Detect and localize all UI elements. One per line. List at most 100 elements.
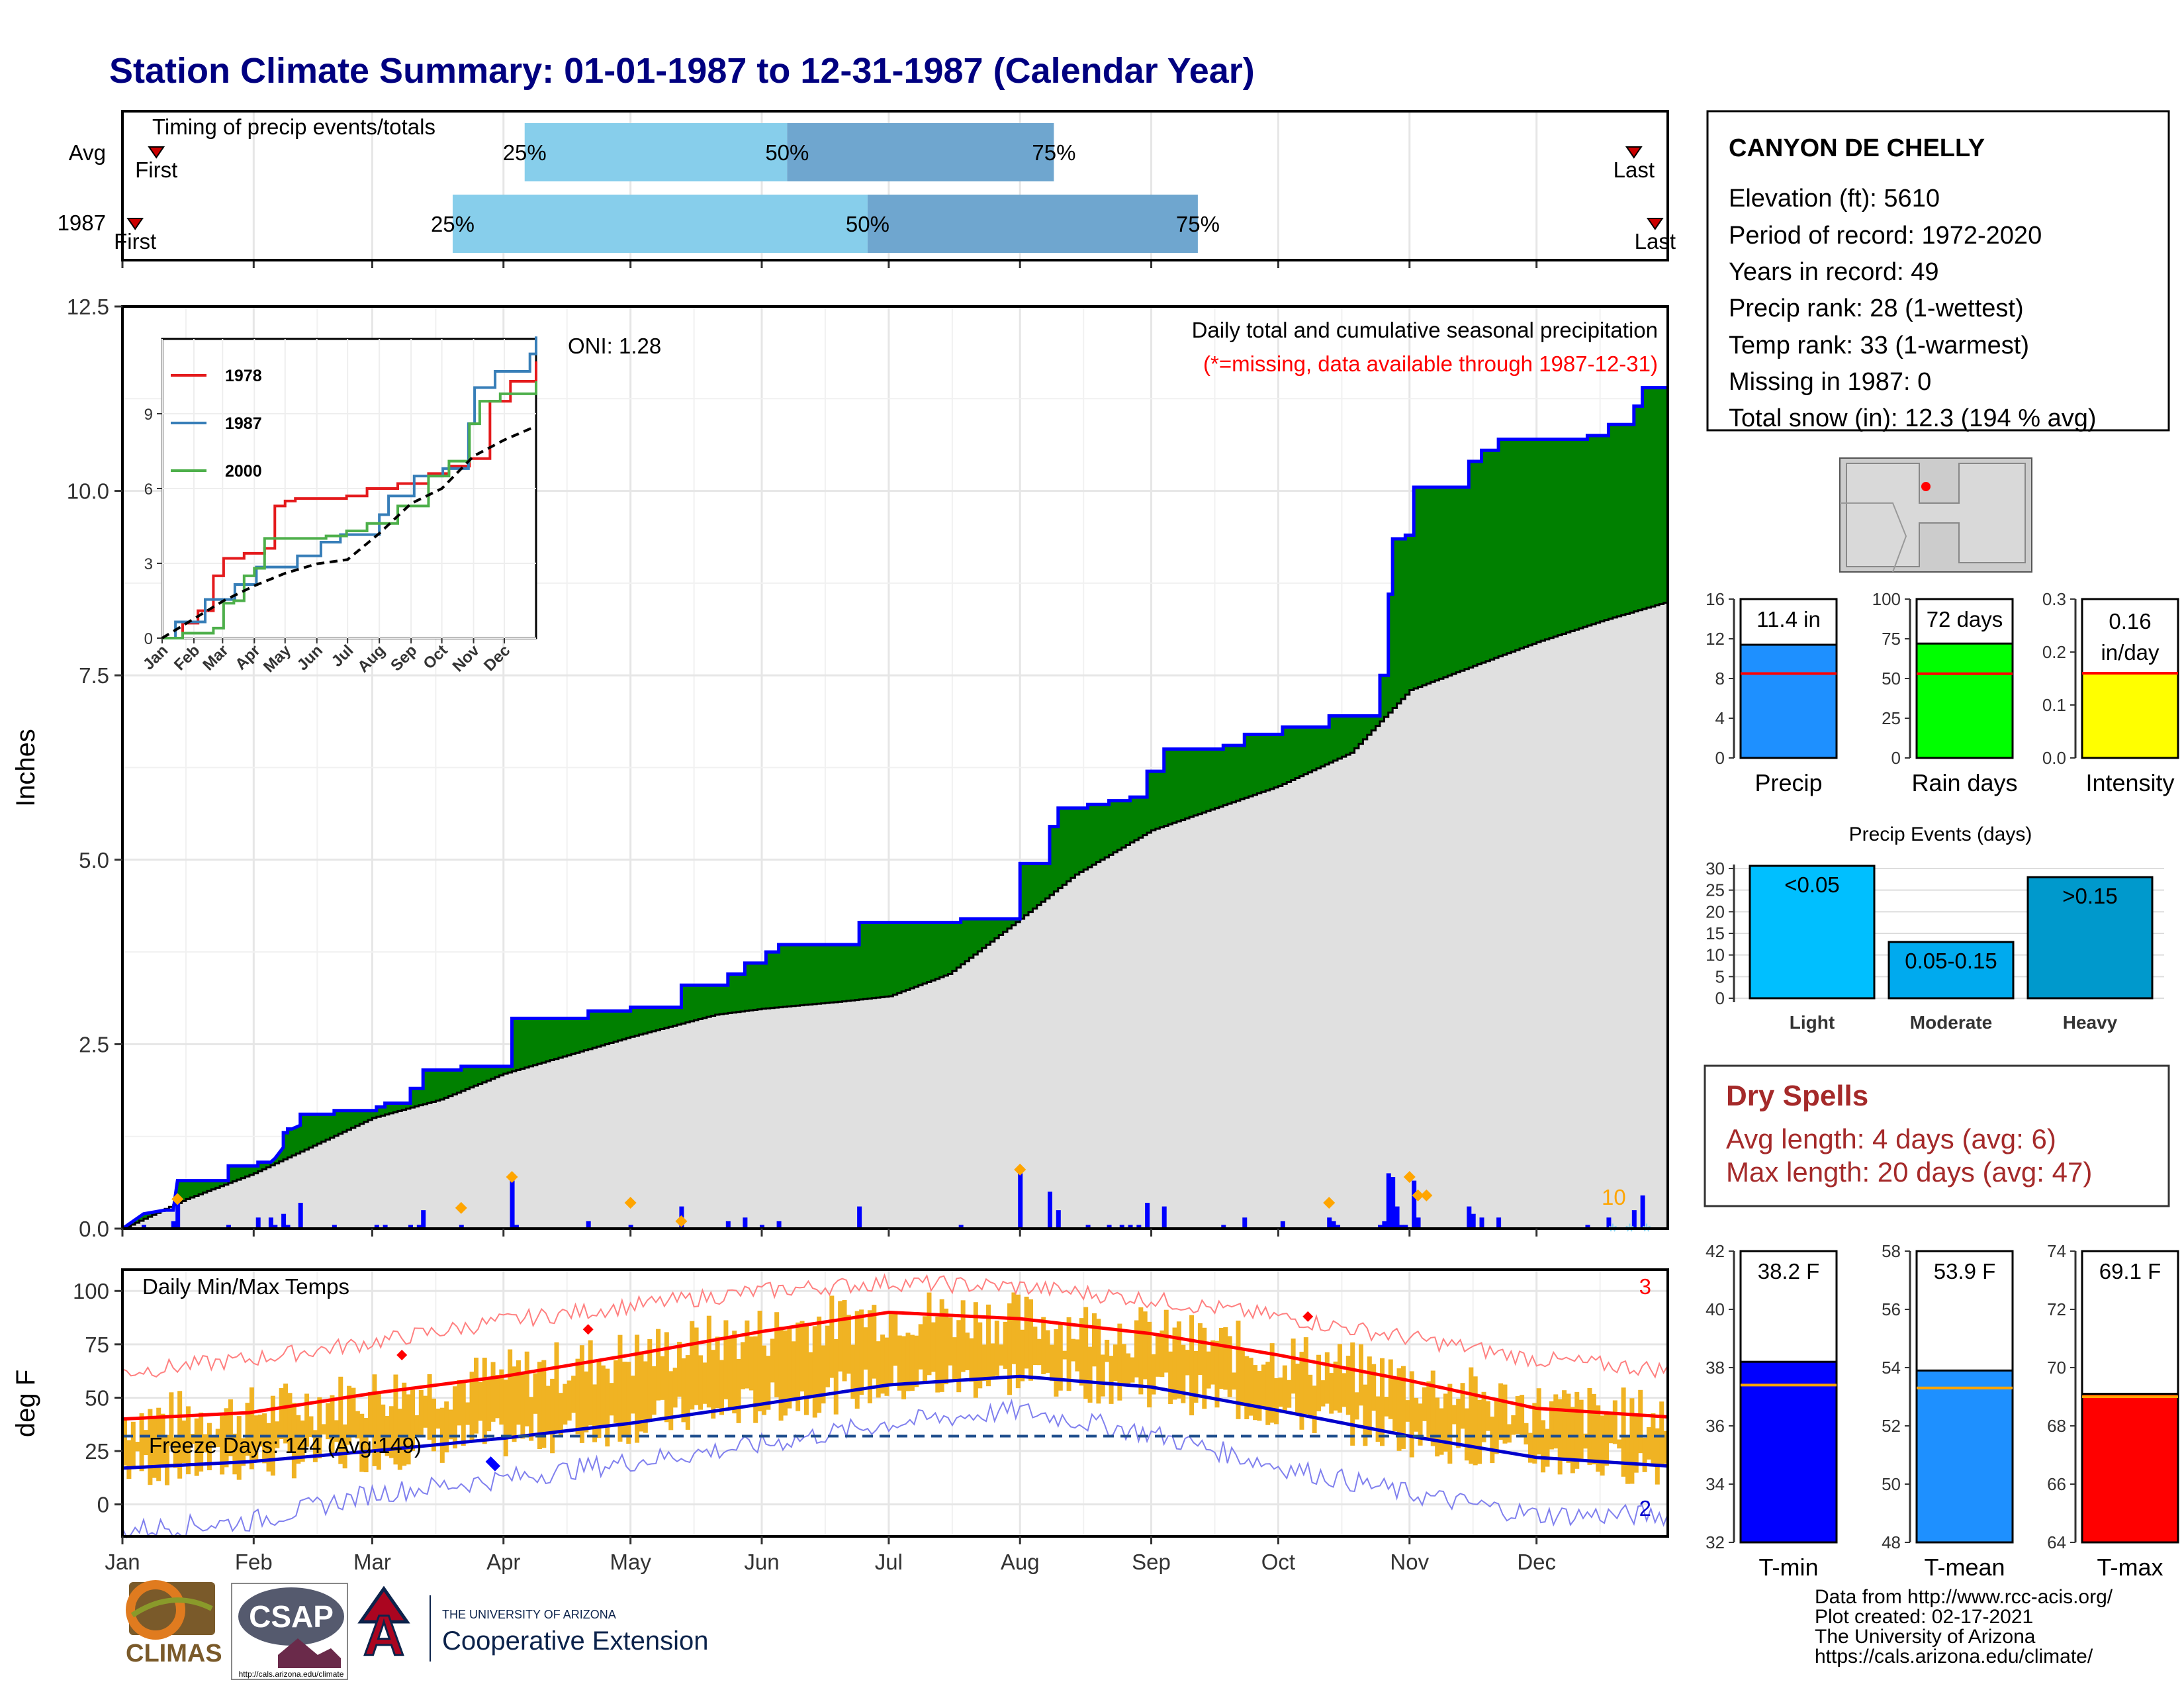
daily-temp-range-bar	[1502, 1384, 1508, 1444]
daily-temp-range-bar	[1045, 1330, 1050, 1373]
daily-temp-range-bar	[1261, 1364, 1266, 1408]
daily-temp-range-bar	[435, 1408, 441, 1429]
daily-temp-range-bar	[1151, 1354, 1156, 1395]
daily-temp-range-bar	[981, 1344, 987, 1382]
daily-temp-range-bar	[1189, 1315, 1195, 1416]
daily-temp-range-bar	[660, 1356, 665, 1400]
daily-precip-bar	[1640, 1195, 1645, 1229]
daily-temp-range-bar	[1549, 1401, 1554, 1450]
daily-precip-bar	[141, 1225, 146, 1229]
daily-temp-range-bar	[1324, 1352, 1330, 1404]
daily-temp-range-bar	[1240, 1350, 1245, 1406]
daily-precip-bar	[175, 1202, 181, 1229]
inset-legend-label: 2000	[225, 462, 262, 481]
daily-temp-range-bar	[821, 1345, 826, 1404]
temp-summary-y-tick-label: 54	[1882, 1358, 1901, 1378]
daily-temp-range-bar	[1232, 1372, 1237, 1390]
precip-y-tick-label: 5.0	[79, 848, 109, 872]
daily-temp-range-bar	[651, 1366, 657, 1415]
daily-temp-range-bar	[1083, 1307, 1089, 1399]
dry-spells-avg: Avg length: 4 days (avg: 6)	[1726, 1123, 2056, 1154]
daily-record-marker	[1014, 1163, 1026, 1176]
daily-temp-range-bar	[969, 1338, 974, 1382]
temp-y-tick-label: 75	[85, 1333, 109, 1357]
summary-y-tick-label: 0.2	[2042, 642, 2066, 662]
temp-summary-y-tick-label: 36	[1706, 1416, 1725, 1436]
climas-logo: CLIMAS	[126, 1580, 222, 1667]
daily-precip-bar	[1331, 1221, 1336, 1229]
daily-temp-range-bar	[1375, 1396, 1381, 1442]
summary-y-tick-label: 100	[1872, 589, 1901, 609]
summary-y-tick-label: 4	[1715, 708, 1725, 728]
daily-temp-range-bar	[287, 1393, 293, 1453]
temp-x-tick-label: Apr	[486, 1550, 520, 1574]
daily-temp-range-bar	[1316, 1354, 1322, 1412]
daily-temp-range-bar	[1350, 1342, 1355, 1446]
daily-precip-bar	[171, 1221, 176, 1229]
inset-y-tick-label: 6	[144, 481, 153, 498]
summary-y-tick-label: 0.3	[2042, 589, 2066, 609]
temp-summary-y-tick-label: 48	[1882, 1532, 1901, 1552]
daily-temp-range-bar	[1659, 1401, 1664, 1466]
daily-precip-bar	[1377, 1225, 1383, 1229]
temp-y-tick-label: 100	[73, 1279, 109, 1303]
daily-temp-range-bar	[512, 1366, 517, 1442]
daily-temp-range-bar	[452, 1386, 457, 1449]
daily-temp-range-bar	[1651, 1413, 1656, 1466]
daily-temp-range-bar	[122, 1419, 127, 1466]
daily-temp-range-bar	[228, 1399, 233, 1456]
precip-subtitle: Daily total and cumulative seasonal prec…	[1192, 318, 1658, 342]
temp-summary-y-tick-label: 64	[2047, 1532, 2066, 1552]
daily-temp-range-bar	[952, 1337, 957, 1382]
daily-precip-bar	[281, 1213, 287, 1229]
daily-temp-range-bar	[812, 1326, 817, 1418]
events-y-tick-label: 0	[1715, 988, 1725, 1008]
daily-temp-range-bar	[173, 1437, 178, 1468]
daily-temp-range-bar	[1299, 1352, 1304, 1430]
daily-temp-range-bar	[706, 1315, 711, 1408]
event-category-label: Moderate	[1910, 1012, 1992, 1033]
record-low-marker	[489, 1460, 500, 1472]
daily-precip-bar	[1631, 1210, 1637, 1229]
daily-temp-range-bar	[376, 1393, 381, 1470]
summary-y-tick-label: 0	[1891, 748, 1901, 768]
daily-temp-range-bar	[753, 1336, 758, 1423]
daily-precip-bar	[1280, 1221, 1285, 1229]
daily-temp-range-bar	[749, 1336, 754, 1391]
temp-panel-label: Daily Min/Max Temps	[142, 1274, 349, 1299]
daily-temp-range-bar	[888, 1312, 893, 1383]
observed-cumulative-line	[121, 386, 1668, 1231]
daily-temp-range-bar	[432, 1398, 436, 1452]
daily-precip-bar	[374, 1225, 379, 1229]
daily-temp-range-bar	[372, 1374, 377, 1466]
temp-x-tick-label: Jul	[875, 1550, 903, 1574]
daily-precip-bar	[285, 1225, 291, 1229]
oni-label: ONI: 1.28	[568, 334, 661, 358]
missing-note: (*=missing, data available through 1987-…	[1203, 352, 1658, 376]
summary-y-tick-label: 12	[1706, 629, 1725, 649]
daily-temp-range-bar	[1163, 1309, 1169, 1373]
footer-line-2: The University of Arizona	[1815, 1626, 2036, 1648]
daily-temp-range-bar	[1312, 1385, 1317, 1433]
event-bar-label: >0.15	[2062, 884, 2118, 908]
station-line-0: Elevation (ft): 5610	[1729, 185, 1940, 212]
daily-temp-range-bar	[486, 1378, 492, 1432]
daily-precip-bar	[743, 1217, 748, 1229]
daily-record-marker	[624, 1196, 637, 1209]
daily-temp-range-bar	[1621, 1387, 1626, 1477]
daily-temp-range-bar	[253, 1415, 259, 1462]
daily-temp-range-bar	[148, 1409, 153, 1485]
daily-temp-range-bar	[1578, 1399, 1584, 1459]
daily-temp-range-bar	[1617, 1439, 1622, 1449]
daily-temp-range-bar	[1087, 1346, 1093, 1403]
temp-y-axis-label: deg F	[11, 1370, 40, 1437]
temp-y-tick-label: 50	[85, 1385, 109, 1410]
temp-x-tick-label: Aug	[1001, 1550, 1040, 1574]
daily-precip-bar	[586, 1221, 591, 1229]
daily-temp-range-bar	[711, 1350, 716, 1419]
daily-temp-range-bar	[1647, 1427, 1652, 1460]
daily-temp-range-bar	[842, 1299, 847, 1382]
daily-precip-bar	[255, 1217, 261, 1229]
